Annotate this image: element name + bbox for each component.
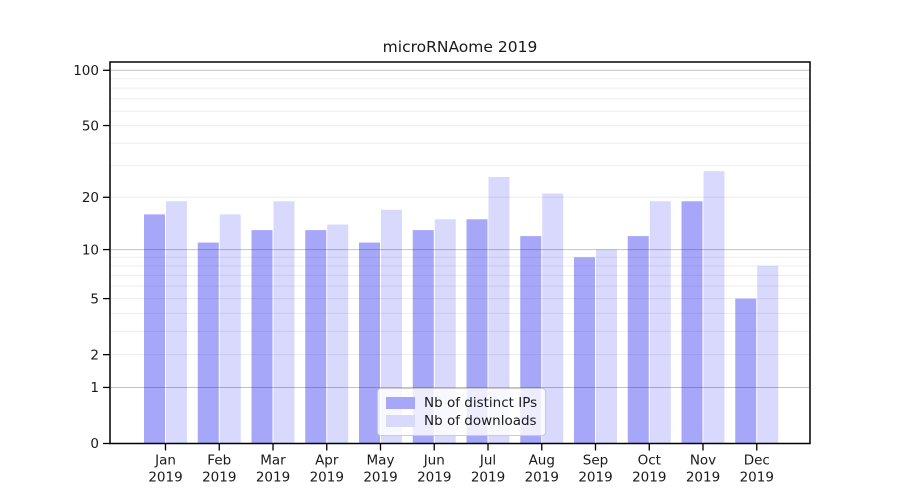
x-tick-label-month: Feb — [207, 453, 231, 469]
x-tick-label-year: 2019 — [363, 470, 397, 486]
bar-distinct-ips-feb — [197, 242, 219, 444]
x-tick-label-month: Jan — [154, 453, 176, 469]
bar-downloads-jul — [488, 176, 510, 444]
bar-distinct-ips-may — [359, 242, 380, 444]
y-tick-label: 0 — [90, 436, 99, 452]
x-tick-label-month: May — [367, 453, 395, 469]
x-tick-label-month: Apr — [315, 453, 339, 469]
x-tick-label-year: 2019 — [578, 470, 612, 486]
bar-distinct-ips-jul — [466, 219, 488, 444]
bar-distinct-ips-nov — [681, 201, 703, 444]
y-tick-label: 5 — [90, 291, 99, 307]
y-tick-label: 2 — [90, 347, 99, 363]
bar-downloads-oct — [649, 201, 671, 444]
bar-downloads-jan — [166, 201, 187, 444]
bar-downloads-aug — [542, 193, 564, 444]
bar-downloads-nov — [703, 171, 725, 444]
legend-swatch-downloads-icon — [386, 415, 415, 427]
x-tick-label-month: Jun — [423, 453, 445, 469]
x-tick-label-year: 2019 — [740, 470, 774, 486]
bar-downloads-dec — [757, 265, 779, 444]
x-tick-label-year: 2019 — [202, 470, 236, 486]
x-tick-label-year: 2019 — [310, 470, 344, 486]
legend-item-distinct-ips: Nb of distinct IPs — [386, 394, 538, 412]
bar-downloads-apr — [327, 224, 349, 444]
x-tick-label-year: 2019 — [525, 470, 559, 486]
x-tick-label-year: 2019 — [148, 470, 182, 486]
legend-label-distinct-ips: Nb of distinct IPs — [424, 394, 538, 411]
bar-distinct-ips-mar — [251, 230, 273, 444]
plot-border — [109, 61, 811, 445]
x-tick-label-month: Mar — [260, 453, 286, 469]
x-tick-label-year: 2019 — [471, 470, 505, 486]
bar-downloads-jun — [434, 219, 456, 444]
x-tick-label-month: Nov — [690, 453, 716, 469]
bar-downloads-sep — [596, 249, 617, 444]
y-tick-label: 1 — [90, 380, 99, 396]
x-tick-label-month: Aug — [529, 453, 555, 469]
x-tick-label-month: Jul — [479, 453, 496, 469]
x-tick-label-year: 2019 — [256, 470, 290, 486]
y-tick-label: 100 — [73, 63, 99, 79]
y-tick-label: 10 — [82, 242, 99, 258]
y-tick-label: 20 — [82, 190, 99, 206]
bar-distinct-ips-sep — [574, 257, 595, 444]
y-tick-label: 50 — [82, 118, 99, 134]
bar-distinct-ips-dec — [735, 298, 757, 444]
legend-swatch-distinct-ips-icon — [386, 397, 415, 409]
legend-label-downloads: Nb of downloads — [424, 412, 537, 429]
bar-downloads-mar — [273, 201, 295, 444]
bar-downloads-feb — [219, 214, 241, 444]
legend: Nb of distinct IPs Nb of downloads — [377, 388, 546, 436]
x-tick-label-month: Oct — [638, 453, 661, 469]
x-tick-label-year: 2019 — [632, 470, 666, 486]
bar-distinct-ips-oct — [627, 236, 649, 444]
bar-downloads-may — [381, 209, 402, 444]
x-tick-label-month: Dec — [744, 453, 770, 469]
chart-title: microRNAome 2019 — [382, 38, 538, 56]
x-tick-label-month: Sep — [583, 453, 608, 469]
x-tick-label-year: 2019 — [417, 470, 451, 486]
bar-distinct-ips-apr — [305, 230, 327, 444]
bar-distinct-ips-jan — [144, 214, 165, 444]
x-tick-label-year: 2019 — [686, 470, 720, 486]
legend-item-downloads: Nb of downloads — [386, 412, 537, 430]
